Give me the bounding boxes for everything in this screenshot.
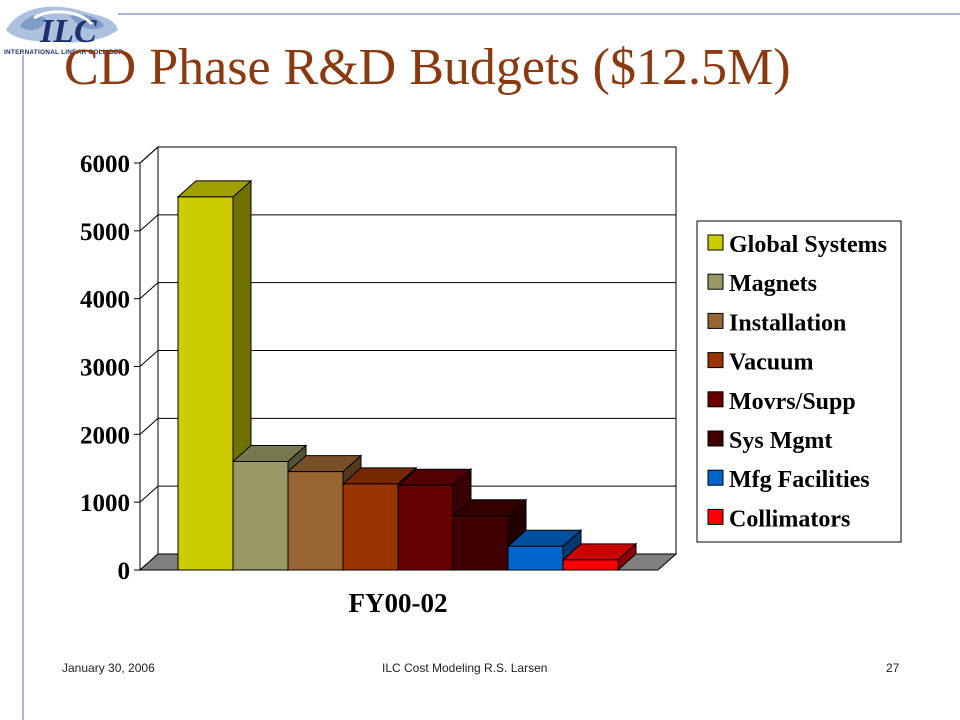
legend-label: Magnets — [729, 271, 817, 297]
legend-label: Installation — [729, 310, 846, 336]
bar-movrs-supp — [396, 468, 473, 572]
bar-front — [562, 559, 619, 571]
footer-title: ILC Cost Modeling R.S. Larsen — [382, 661, 548, 675]
gridline-side — [139, 282, 159, 300]
legend-swatch — [707, 508, 724, 525]
gridline-side — [139, 214, 159, 232]
bar-front — [507, 545, 564, 571]
legend-label: Vacuum — [729, 350, 813, 376]
legend-swatch — [707, 469, 724, 486]
bar-front — [452, 515, 509, 571]
slide-vertical-rule — [22, 55, 24, 720]
legend-box — [696, 220, 902, 543]
gridline-side — [139, 485, 159, 503]
bar-collimators — [561, 542, 638, 572]
logo-text: INTERNATIONAL LINEAR COLLIDER — [4, 49, 124, 56]
bar-mfg-facilities — [506, 529, 583, 572]
bar-front — [397, 484, 454, 571]
y-tick-label: 5000 — [80, 219, 130, 246]
x-category-label: FY00-02 — [349, 588, 448, 618]
gridline-side — [139, 417, 159, 435]
ilc-logo-graphic: ILC — [6, 6, 118, 50]
y-tick-label: 1000 — [80, 490, 130, 517]
y-tick-label: 6000 — [80, 151, 130, 178]
legend-swatch — [707, 273, 724, 290]
bar-sys-mgmt — [451, 498, 528, 572]
legend-swatch — [707, 391, 724, 408]
legend-label: Movrs/Supp — [729, 389, 856, 415]
gridline-side — [139, 350, 159, 367]
y-tick-label: 4000 — [80, 287, 130, 314]
legend-label: Sys Mgmt — [729, 428, 832, 454]
slide-title: CD Phase R&D Budgets ($12.5M) — [64, 39, 791, 96]
y-tick-label: 3000 — [80, 355, 130, 382]
legend-swatch — [707, 234, 724, 251]
legend-swatch — [707, 352, 724, 369]
legend-swatch — [707, 430, 724, 447]
legend-label: Global Systems — [729, 232, 887, 258]
ilc-logo: ILC INTERNATIONAL LINEAR COLLIDER — [0, 0, 125, 70]
slide-horizontal-rule — [118, 13, 960, 15]
page-number: 27 — [886, 661, 900, 675]
footer-date: January 30, 2006 — [62, 661, 155, 675]
y-tick-label: 2000 — [80, 422, 130, 449]
legend-swatch — [707, 312, 724, 329]
y-tick-label: 0 — [118, 558, 131, 585]
bar-front — [342, 483, 399, 571]
bar-front — [177, 196, 234, 571]
legend-label: Mfg Facilities — [729, 467, 870, 493]
gridline-side — [139, 146, 159, 164]
bar-front — [232, 460, 289, 571]
bar-front — [287, 471, 344, 571]
legend-label: Collimators — [729, 506, 850, 532]
